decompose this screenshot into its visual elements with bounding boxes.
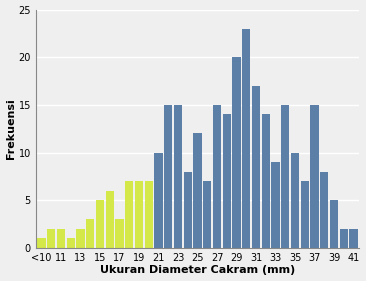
Bar xyxy=(145,181,153,248)
Bar xyxy=(125,181,134,248)
Bar xyxy=(252,86,260,248)
Bar xyxy=(115,219,124,248)
Bar xyxy=(232,57,241,248)
Bar xyxy=(310,105,319,248)
Bar xyxy=(164,105,172,248)
Bar xyxy=(330,200,338,248)
Bar xyxy=(47,229,55,248)
Bar xyxy=(57,229,65,248)
Bar xyxy=(135,181,143,248)
Bar xyxy=(301,181,309,248)
Bar xyxy=(106,191,114,248)
Bar xyxy=(262,114,270,248)
Bar xyxy=(37,238,46,248)
Bar xyxy=(184,172,192,248)
Bar xyxy=(174,105,182,248)
Bar xyxy=(350,229,358,248)
Bar xyxy=(213,105,221,248)
Bar xyxy=(340,229,348,248)
Bar xyxy=(76,229,85,248)
Bar xyxy=(154,153,163,248)
Bar xyxy=(86,219,94,248)
Bar xyxy=(281,105,290,248)
Bar xyxy=(291,153,299,248)
Bar xyxy=(96,200,104,248)
X-axis label: Ukuran Diameter Cakram (mm): Ukuran Diameter Cakram (mm) xyxy=(100,266,295,275)
Bar xyxy=(203,181,212,248)
Bar xyxy=(223,114,231,248)
Bar xyxy=(242,29,250,248)
Bar xyxy=(67,238,75,248)
Y-axis label: Frekuensi: Frekuensi xyxy=(5,98,16,159)
Bar xyxy=(272,162,280,248)
Bar xyxy=(320,172,328,248)
Bar xyxy=(193,133,202,248)
